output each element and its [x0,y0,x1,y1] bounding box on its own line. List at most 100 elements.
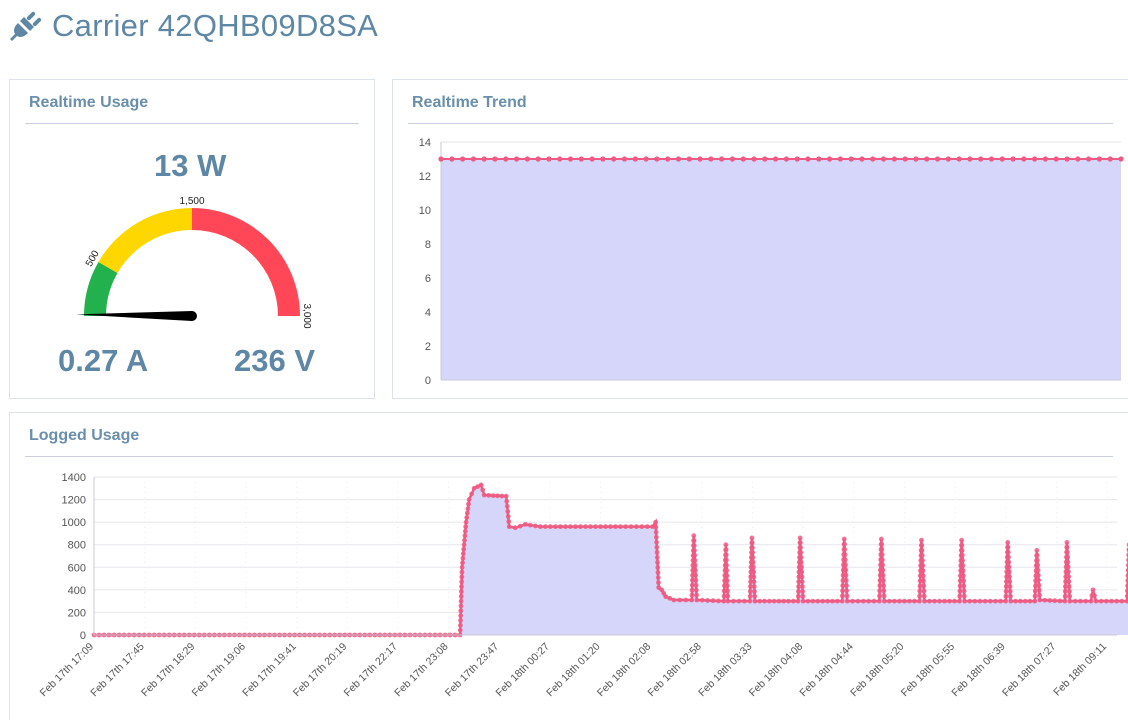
logged-point [786,599,791,604]
logged-point [694,583,699,588]
logged-point [748,589,753,594]
trend-point [525,156,530,161]
logged-point [693,573,698,578]
logged-point [1007,579,1012,584]
trend-point [795,156,800,161]
logged-point [694,588,699,593]
trend-point [870,156,875,161]
logged-point [962,594,967,599]
logged-point [1037,593,1042,598]
logged-point [1092,593,1097,598]
logged-point [603,524,608,529]
logged-point [959,543,964,548]
logged-point [757,599,762,604]
page-header: Carrier 42QHB09D8SA [8,4,378,48]
trend-y-tick: 8 [425,239,431,251]
trend-point [730,156,735,161]
logged-point [1068,599,1073,604]
logged-point [1057,599,1062,604]
logged-point [593,524,598,529]
logged-point [960,563,965,568]
trend-point [687,156,692,161]
logged-point [922,589,927,594]
logged-point [1037,588,1042,593]
logged-point [959,538,964,543]
logged-point [466,506,471,511]
logged-point [1007,569,1012,574]
logged-point [459,604,464,609]
logged-point [506,514,511,519]
logged-point [762,599,767,604]
gauge-band-0 [84,262,118,316]
gauge-band-1 [98,208,192,273]
trend-point [816,156,821,161]
logged-point [700,598,705,603]
logged-point [844,578,849,583]
logged-point [919,538,924,543]
logged-point [767,599,772,604]
logged-point [654,525,659,530]
logged-point [881,588,886,593]
logged-point [920,558,925,563]
trend-point [1021,156,1026,161]
logged-point [1073,599,1078,604]
gauge-label-1: 1,500 [179,196,204,207]
logged-point [467,497,472,502]
trend-point [460,156,465,161]
trend-y-tick: 2 [425,341,431,353]
logged-point [1065,550,1070,555]
logged-x-tick: Feb 18th 09:11 [1051,641,1109,699]
logged-point [750,550,755,555]
logged-point [1099,599,1104,604]
gauge-pivot [187,311,197,321]
logged-point [618,524,623,529]
logged-point [504,494,509,499]
logged-point [613,524,618,529]
trend-point [903,156,908,161]
trend-y-tick: 0 [425,375,431,387]
gauge-band-2 [192,208,300,316]
trend-point [600,156,605,161]
logged-point [1008,589,1013,594]
trend-y-tick: 10 [419,205,431,217]
trend-point [546,156,551,161]
trend-point [892,156,897,161]
trend-point [1032,156,1037,161]
logged-point [505,504,510,509]
logged-point [920,548,925,553]
trend-point [1075,156,1080,161]
logged-point [882,599,887,604]
logged-point [548,524,553,529]
plug-icon [8,9,42,43]
logged-point [917,594,922,599]
logged-point [671,598,676,603]
logged-point [654,540,659,545]
logged-point [608,524,613,529]
logged-point [1083,599,1088,604]
logged-point [1008,584,1013,589]
logged-point [1067,594,1072,599]
logged-point [1065,555,1070,560]
logged-point [962,599,967,604]
logged-point [825,599,830,604]
logged-point [866,599,871,604]
logged-point [912,599,917,604]
logged-point [486,493,491,498]
trend-point [751,156,756,161]
logged-point [1003,594,1008,599]
logged-point [553,524,558,529]
logged-point [462,542,467,547]
logged-point [840,599,845,604]
logged-point [842,537,847,542]
logged-point [1028,599,1033,604]
logged-point [798,540,803,545]
logged-point [920,553,925,558]
logged-point [1067,589,1072,594]
logged-point [725,578,730,583]
logged-point [750,540,755,545]
logged-point [465,511,470,516]
logged-point [1006,550,1011,555]
logged-point [723,542,728,547]
